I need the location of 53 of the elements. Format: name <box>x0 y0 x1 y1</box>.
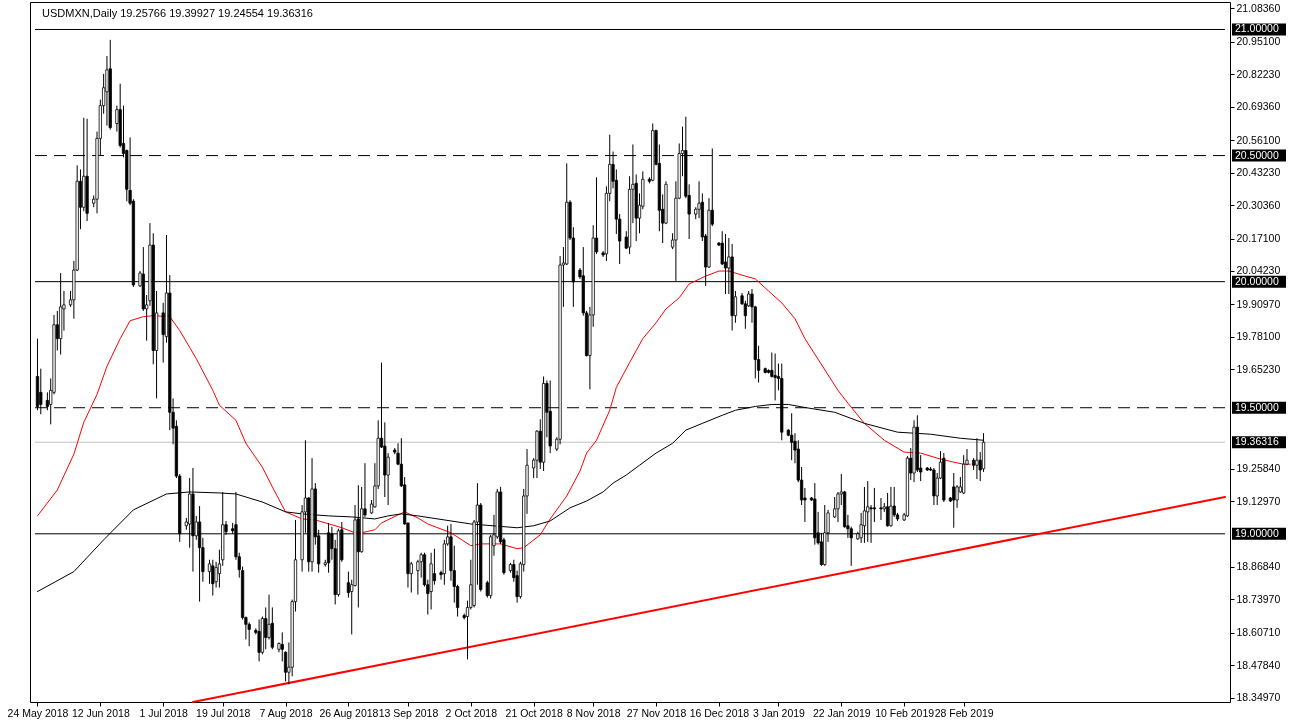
x-tick-label: 16 Dec 2018 <box>689 706 750 719</box>
y-tick-label: 20.43230 <box>1236 166 1281 179</box>
chart-title: USDMXN,Daily 19.25766 19.39927 19.24554 19.36316 <box>42 7 313 19</box>
x-tick-label: 8 Nov 2018 <box>566 706 621 719</box>
ref-line-label: 20.00000 <box>1235 274 1279 287</box>
x-tick-label: 21 Oct 2018 <box>505 706 563 719</box>
y-tick-label: 19.65230 <box>1236 362 1281 375</box>
y-tick-label: 18.73970 <box>1236 592 1281 605</box>
ref-line-label: 20.50000 <box>1235 148 1279 161</box>
y-tick-label: 20.30360 <box>1236 198 1281 211</box>
candlestick <box>247 621 251 647</box>
y-tick-label: 20.82230 <box>1236 67 1281 80</box>
y-tick-label: 18.86840 <box>1236 560 1281 573</box>
x-tick-label: 19 Jul 2018 <box>196 706 251 719</box>
candlestick <box>952 472 956 529</box>
y-tick-label: 19.78100 <box>1236 330 1281 343</box>
ref-line-label: 19.50000 <box>1235 400 1279 413</box>
x-tick-label: 10 Feb 2019 <box>875 706 935 719</box>
candlestick <box>955 484 959 509</box>
y-tick-label: 19.25840 <box>1236 462 1281 475</box>
y-tick-label: 19.12970 <box>1236 494 1281 507</box>
y-tick-label: 18.60710 <box>1236 626 1281 639</box>
y-tick-label: 19.90970 <box>1236 297 1281 310</box>
candlestick <box>889 486 893 528</box>
x-tick-label: 27 Nov 2018 <box>626 706 687 719</box>
candlestick <box>886 492 890 528</box>
y-tick-label: 21.08360 <box>1236 1 1281 14</box>
x-tick-label: 3 Jan 2019 <box>752 706 806 719</box>
y-tick-label: 20.04230 <box>1236 264 1281 277</box>
y-tick-label: 20.95100 <box>1236 35 1281 48</box>
ref-line-label: 19.36316 <box>1235 435 1279 448</box>
y-tick-label: 20.56100 <box>1236 133 1281 146</box>
x-tick-label: 26 Aug 2018 <box>319 706 379 719</box>
x-tick-label: 12 Jun 2018 <box>71 706 130 719</box>
x-tick-label: 24 May 2018 <box>7 706 69 719</box>
x-tick-label: 1 Jul 2018 <box>139 706 189 719</box>
candlestick <box>872 487 876 523</box>
y-tick-label: 18.47840 <box>1236 658 1281 671</box>
x-tick-label: 22 Jan 2019 <box>812 706 871 719</box>
ref-line-label: 21.00000 <box>1235 22 1279 35</box>
candlestick <box>833 496 837 519</box>
ref-line-label: 19.00000 <box>1235 526 1279 539</box>
x-tick-label: 7 Aug 2018 <box>259 706 313 719</box>
x-tick-label: 2 Oct 2018 <box>445 706 498 719</box>
candlestick <box>773 353 777 401</box>
candlestick <box>211 559 215 597</box>
y-tick-label: 20.69360 <box>1236 100 1281 113</box>
x-tick-label: 13 Sep 2018 <box>378 706 439 719</box>
candlestick <box>105 55 109 127</box>
y-tick-label: 18.34970 <box>1236 691 1281 704</box>
y-tick-label: 20.17100 <box>1236 232 1281 245</box>
x-tick-label: 28 Feb 2019 <box>934 706 994 719</box>
candlestick <box>790 412 794 461</box>
